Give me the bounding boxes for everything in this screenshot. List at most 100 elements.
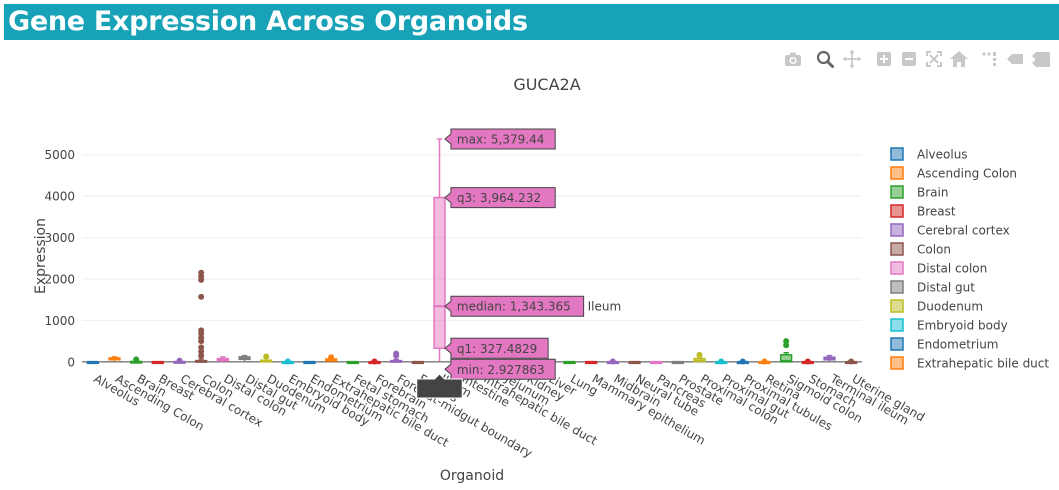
hover-closest-icon[interactable]	[1004, 48, 1026, 70]
box-trace[interactable]	[303, 360, 316, 365]
legend-label: Breast	[917, 205, 956, 219]
outlier-point	[739, 358, 746, 365]
outlier-point	[176, 357, 183, 364]
hover-category-box	[416, 373, 463, 399]
legend-label: Alveolus	[917, 148, 968, 162]
legend-swatch	[890, 185, 904, 199]
spike-lines-icon[interactable]	[979, 48, 1001, 70]
box-trace[interactable]	[173, 357, 186, 364]
box-trace[interactable]	[368, 358, 381, 365]
box-trace[interactable]	[86, 360, 99, 365]
legend-item[interactable]: Embryoid body	[890, 318, 1008, 333]
legend-label: Embryoid body	[917, 319, 1008, 333]
outlier-point	[804, 358, 811, 365]
box-trace[interactable]	[130, 356, 143, 364]
box-trace[interactable]	[606, 358, 620, 365]
legend-item[interactable]: Alveolus	[890, 147, 968, 162]
legend-item[interactable]: Ascending Colon	[890, 166, 1017, 181]
box-trace[interactable]	[628, 360, 641, 365]
legend-item[interactable]: Cerebral cortex	[890, 223, 1010, 238]
outlier-point	[696, 351, 703, 358]
legend-item[interactable]: Endometrium	[890, 337, 999, 352]
box-trace[interactable]	[650, 360, 663, 365]
hover-category-label: Ileum	[416, 373, 463, 399]
box-trace[interactable]	[433, 138, 446, 362]
legend-item[interactable]: Duodenum	[890, 299, 983, 314]
box-trace[interactable]	[823, 354, 836, 362]
outlier-point	[371, 358, 378, 365]
legend-item[interactable]: Extrahepatic bile duct	[890, 356, 1049, 371]
box-trace[interactable]	[108, 356, 121, 362]
box-trace[interactable]	[281, 358, 294, 365]
camera-icon[interactable]	[782, 48, 804, 70]
box-trace[interactable]	[563, 360, 576, 365]
y-axis-label: Expression	[33, 218, 49, 294]
box-traces[interactable]	[86, 138, 858, 365]
outlier-point	[198, 269, 205, 276]
hover-label-q1: q1: 327.4829	[444, 337, 549, 359]
outlier-point	[284, 358, 291, 365]
box-trace[interactable]	[195, 269, 208, 363]
box-trace[interactable]	[151, 360, 165, 365]
box-trace[interactable]	[585, 360, 598, 365]
legend-item[interactable]: Breast	[890, 204, 956, 219]
box-trace[interactable]	[216, 356, 230, 362]
box-trace[interactable]	[238, 354, 251, 362]
y-tick-label: 4000	[44, 190, 75, 204]
hover-label-text: q1: 327.4829	[457, 342, 537, 356]
hover-category-text: Ileum	[423, 382, 457, 396]
autoscale-icon[interactable]	[923, 48, 945, 70]
outlier-point	[198, 334, 205, 341]
legend-label: Distal colon	[917, 262, 987, 276]
box-trace[interactable]	[411, 360, 424, 365]
x-axis-label: Organoid	[440, 468, 504, 484]
pan-icon[interactable]	[841, 48, 863, 70]
hover-label-text: median: 1,343.365	[457, 300, 571, 314]
legend-swatch	[890, 204, 904, 218]
legend-label: Endometrium	[917, 338, 999, 352]
legend-item[interactable]: Brain	[890, 185, 948, 200]
outlier-point	[198, 327, 205, 334]
legend: Alveolus Ascending Colon Brain Breast Cerebr…	[890, 147, 1049, 371]
hover-label-q3: q3: 3,964.232	[444, 187, 556, 209]
legend-swatch	[890, 147, 904, 161]
box-trace[interactable]	[390, 350, 403, 363]
outlier-point	[848, 358, 855, 365]
box-trace[interactable]	[715, 358, 728, 365]
outlier-point	[198, 344, 205, 351]
outlier-point	[609, 358, 616, 365]
outlier-point	[328, 354, 335, 361]
box-trace[interactable]	[845, 358, 858, 365]
hover-compare-icon[interactable]	[1030, 48, 1052, 70]
zoom-icon[interactable]	[814, 48, 836, 70]
box-trace[interactable]	[693, 351, 706, 363]
box-trace[interactable]	[260, 353, 273, 363]
legend-item[interactable]: Colon	[890, 242, 951, 257]
hover-label-min: min: 2.927863	[444, 358, 556, 380]
hover-label-text: min: 2.927863	[457, 363, 545, 377]
box-trace[interactable]	[780, 338, 793, 363]
box-trace[interactable]	[801, 358, 815, 365]
box-trace[interactable]	[671, 360, 685, 365]
outlier-point	[198, 293, 205, 300]
hover-trace-name: Ileum	[588, 300, 622, 314]
legend-item[interactable]: Distal colon	[890, 261, 987, 276]
hover-label-box	[444, 128, 556, 150]
legend-label: Distal gut	[917, 281, 975, 295]
box-trace[interactable]	[736, 358, 750, 365]
box-trace[interactable]	[346, 360, 359, 365]
box-trace[interactable]	[758, 358, 771, 365]
legend-label: Extrahepatic bile duct	[917, 357, 1049, 371]
reset-axes-icon[interactable]	[948, 48, 970, 70]
legend-label: Cerebral cortex	[917, 224, 1010, 238]
hover-tooltip: max: 5,379.44 q3: 3,964.232 median: 1,343.…	[416, 128, 622, 399]
y-tick-label: 1000	[44, 314, 75, 328]
legend-swatch	[890, 261, 904, 275]
legend-item[interactable]: Distal gut	[890, 280, 975, 295]
legend-swatch	[890, 318, 904, 332]
box-trace[interactable]	[325, 354, 338, 362]
zoom-out-icon[interactable]	[898, 48, 920, 70]
zoom-in-icon[interactable]	[873, 48, 895, 70]
outlier-point	[761, 358, 768, 365]
legend-label: Brain	[917, 186, 948, 200]
